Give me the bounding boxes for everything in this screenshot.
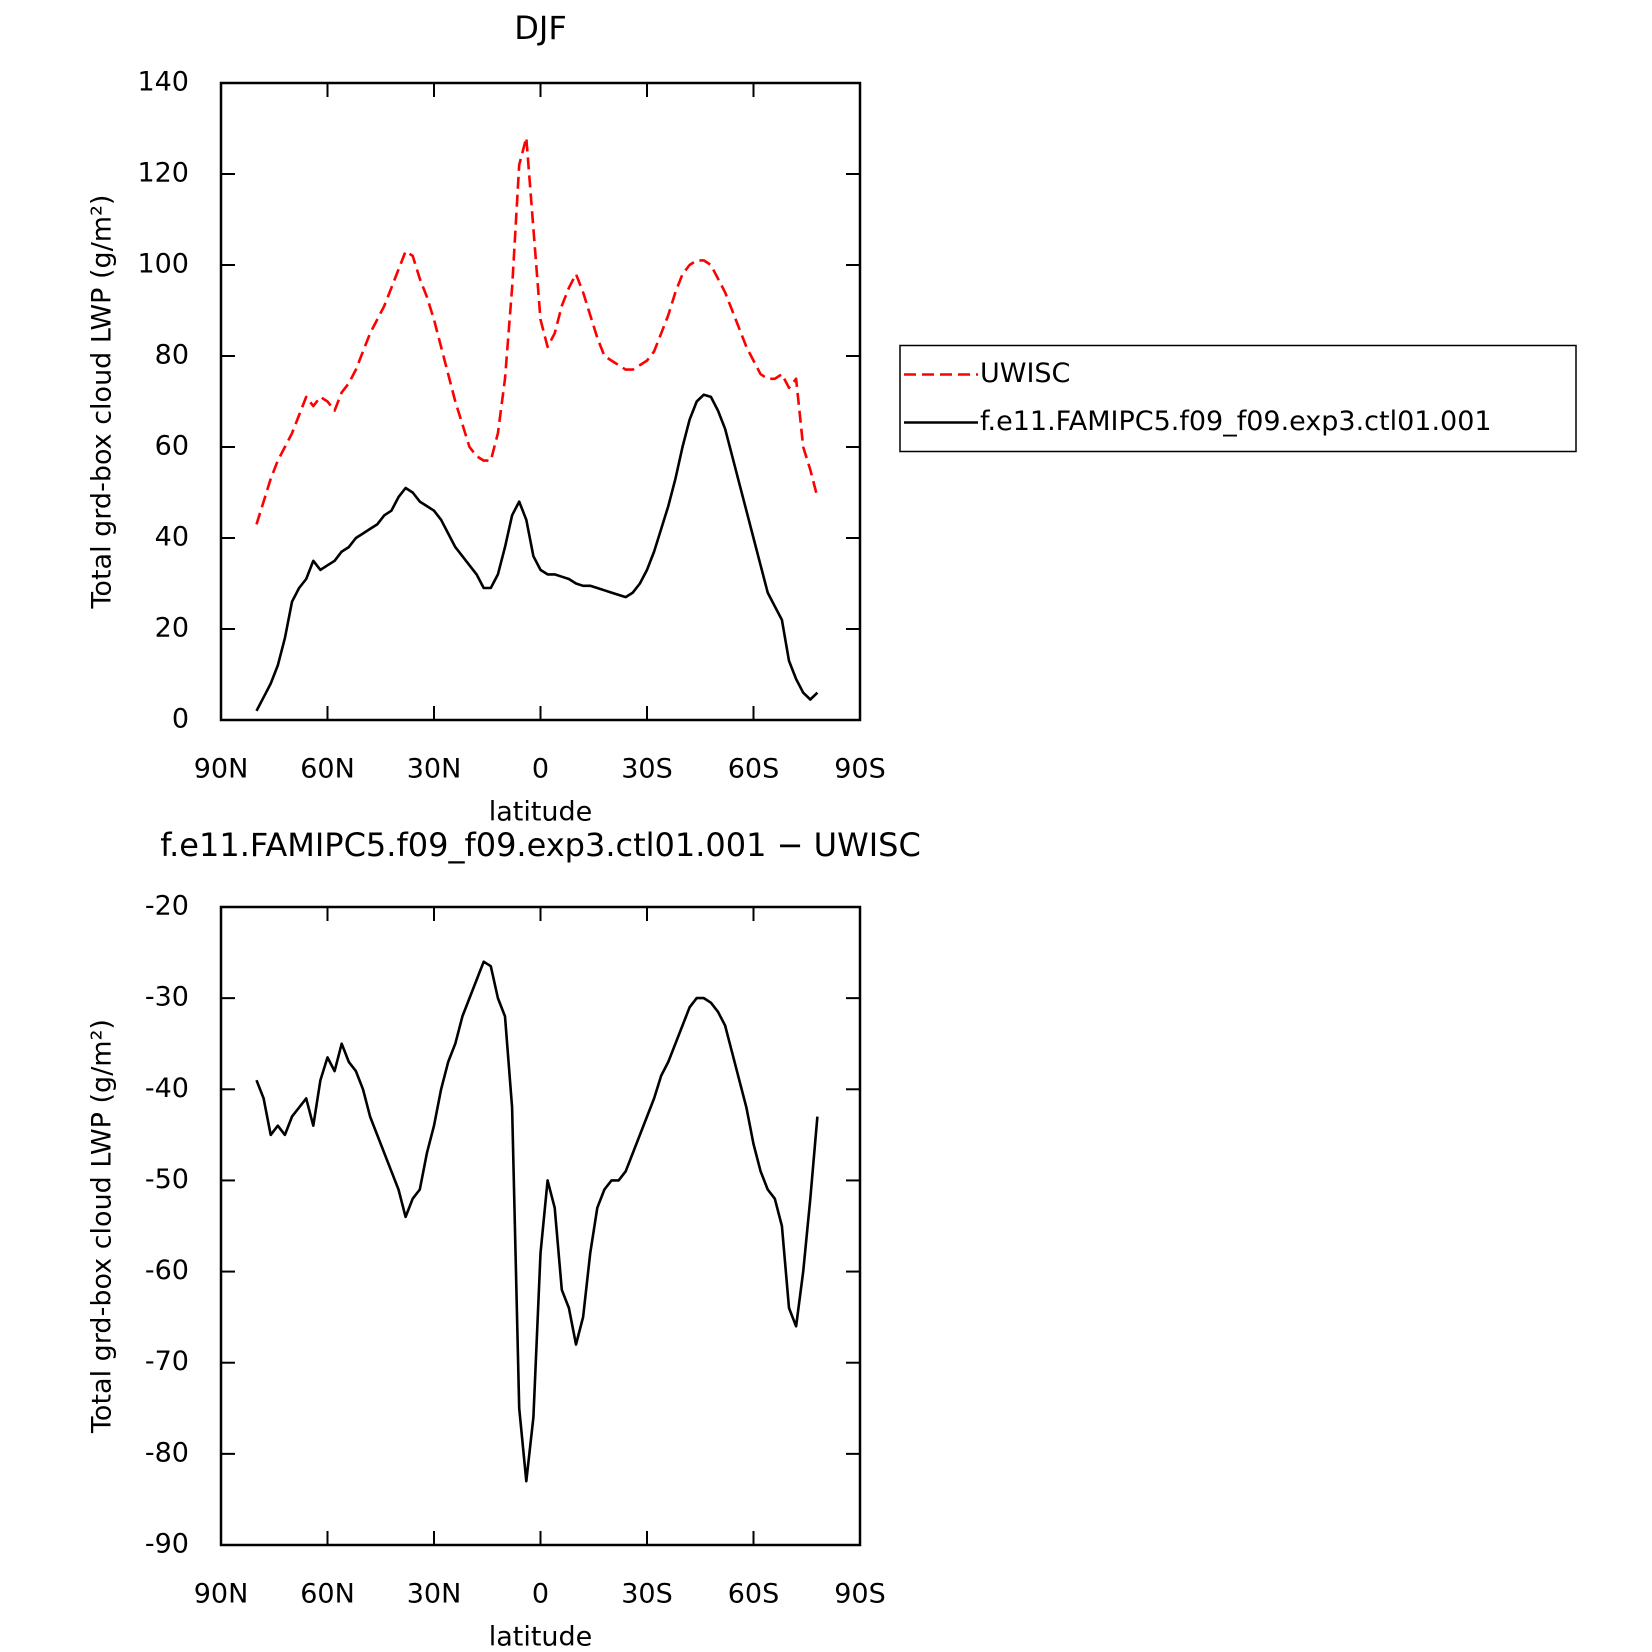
y-tick-label: 0 bbox=[172, 704, 189, 735]
plot-frame bbox=[219, 905, 862, 1547]
legend-label: UWISC bbox=[980, 358, 1070, 389]
chart-title: DJF bbox=[514, 9, 566, 47]
legend-label: f.e11.FAMIPC5.f09_f09.exp3.ctl01.001 bbox=[980, 406, 1492, 437]
y-tick-label: 120 bbox=[137, 158, 189, 189]
data-line bbox=[255, 393, 819, 712]
x-tick-label: 90N bbox=[194, 754, 249, 785]
y-tick-label: 140 bbox=[137, 67, 189, 98]
x-axis-label: latitude bbox=[489, 797, 593, 828]
x-tick-label: 30N bbox=[407, 754, 462, 785]
y-tick-label: -20 bbox=[145, 891, 189, 922]
y-tick-label: -80 bbox=[145, 1437, 189, 1468]
x-tick-label: 90S bbox=[834, 1579, 886, 1610]
x-tick-label: 30S bbox=[621, 754, 673, 785]
y-tick-label: 20 bbox=[155, 613, 189, 644]
chart-title: f.e11.FAMIPC5.f09_f09.exp3.ctl01.001 − U… bbox=[160, 826, 921, 864]
legend-box bbox=[899, 344, 1577, 453]
y-tick-label: -30 bbox=[145, 982, 189, 1013]
x-axis-label: latitude bbox=[489, 1622, 593, 1652]
x-tick-label: 60S bbox=[728, 1579, 780, 1610]
data-line bbox=[255, 960, 819, 1483]
x-tick-label: 60S bbox=[728, 754, 780, 785]
x-tick-label: 90N bbox=[194, 1579, 249, 1610]
y-tick-label: 40 bbox=[155, 522, 189, 553]
x-tick-label: 0 bbox=[532, 1579, 549, 1610]
y-tick-label: -50 bbox=[145, 1164, 189, 1195]
x-tick-label: 0 bbox=[532, 754, 549, 785]
x-tick-label: 60N bbox=[300, 754, 355, 785]
y-tick-label: -90 bbox=[145, 1529, 189, 1560]
x-tick-label: 60N bbox=[300, 1579, 355, 1610]
y-tick-label: 80 bbox=[155, 340, 189, 371]
x-tick-label: 90S bbox=[834, 754, 886, 785]
x-tick-label: 30N bbox=[407, 1579, 462, 1610]
y-tick-label: -60 bbox=[145, 1255, 189, 1286]
y-axis-label: Total grd-box cloud LWP (g/m²) bbox=[87, 1019, 118, 1434]
y-tick-label: 60 bbox=[155, 431, 189, 462]
y-tick-label: -70 bbox=[145, 1346, 189, 1377]
x-tick-label: 30S bbox=[621, 1579, 673, 1610]
data-line bbox=[255, 136, 819, 525]
y-tick-label: -40 bbox=[145, 1073, 189, 1104]
y-tick-label: 100 bbox=[137, 249, 189, 280]
y-axis-label: Total grd-box cloud LWP (g/m²) bbox=[87, 195, 118, 610]
